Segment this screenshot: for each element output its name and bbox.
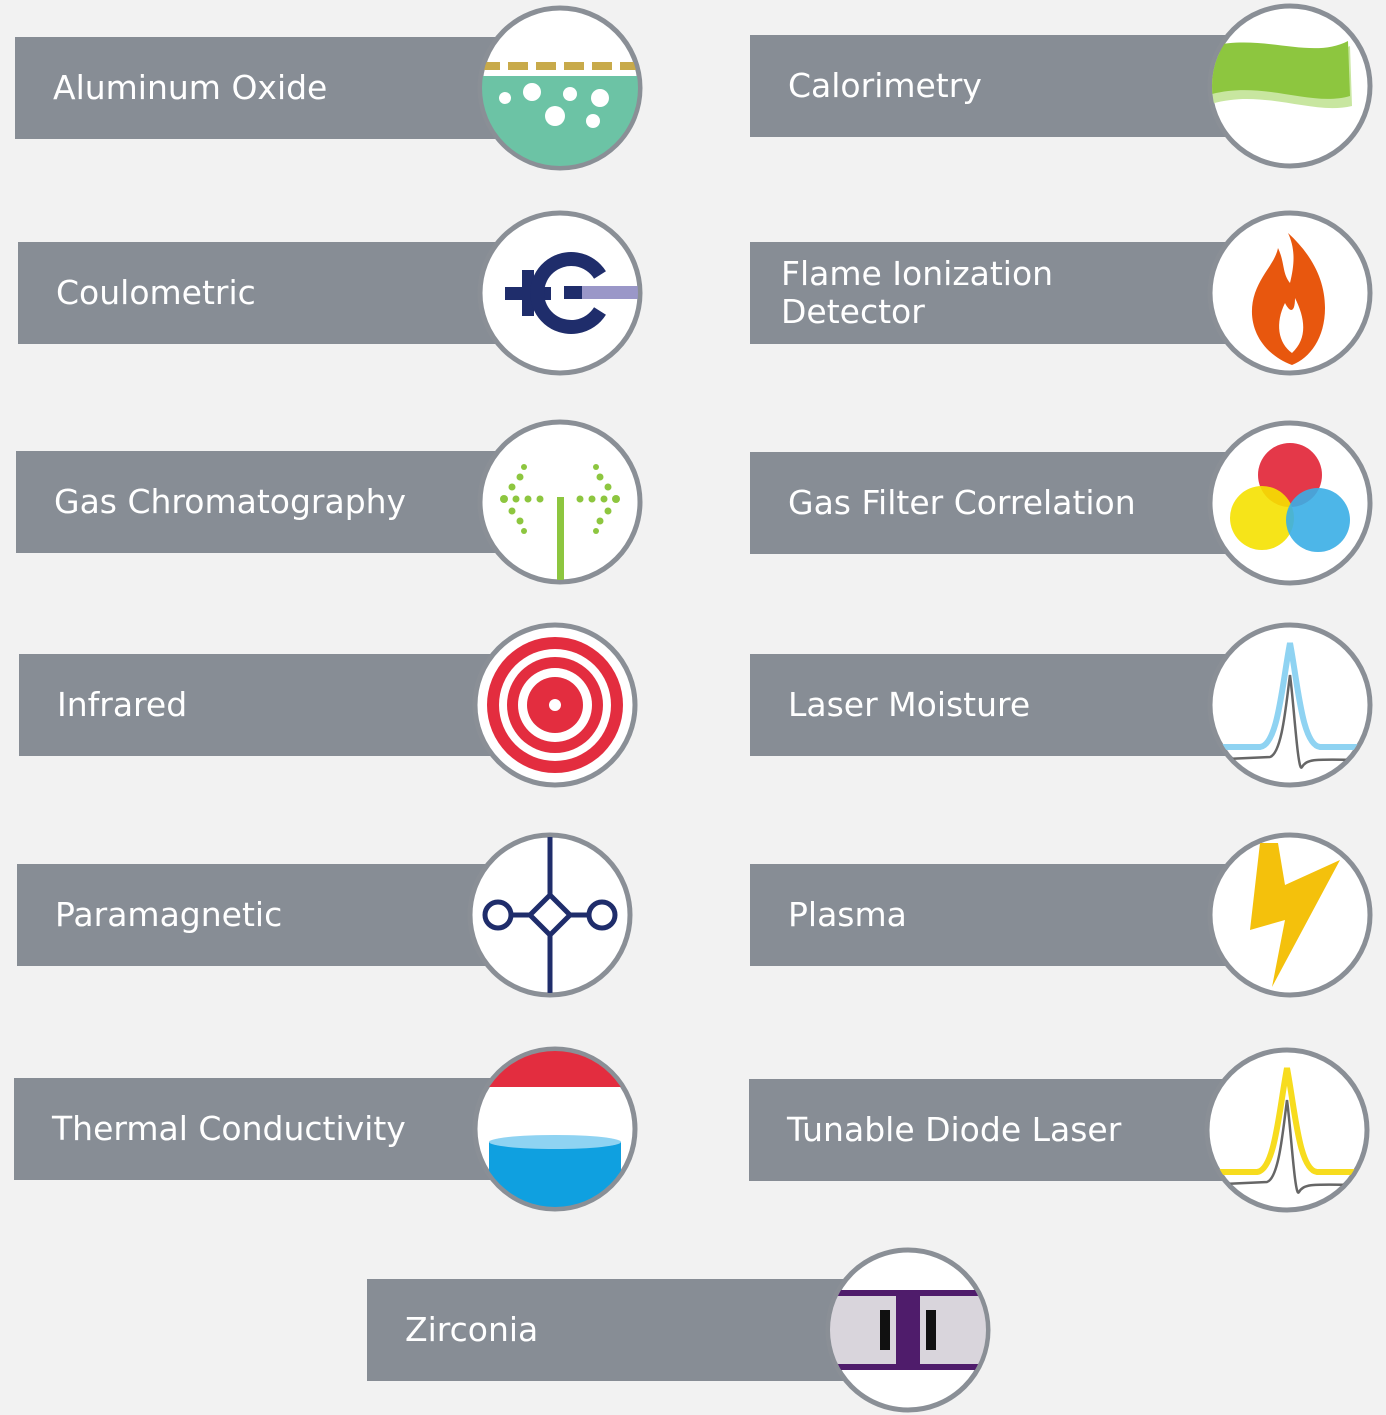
bar [15, 37, 560, 139]
laser-moisture-button[interactable]: Laser Moisture [750, 622, 1373, 788]
label: Zirconia [405, 1310, 539, 1349]
bar [16, 451, 560, 553]
icon [472, 622, 638, 788]
icon [1207, 3, 1373, 169]
zirconia-button[interactable]: Zirconia [367, 1247, 991, 1413]
bar [367, 1279, 908, 1381]
label: Paramagnetic [55, 895, 283, 934]
icon [1207, 832, 1373, 998]
icon [477, 5, 643, 171]
label: Gas Filter Correlation [788, 483, 1136, 522]
plasma-button[interactable]: Plasma [750, 832, 1373, 998]
tunable-diode-laser-button[interactable]: Tunable Diode Laser [749, 1047, 1370, 1213]
bar [17, 864, 550, 966]
icon [1207, 210, 1373, 376]
calorimetry-button[interactable]: Calorimetry [750, 3, 1373, 169]
label: Aluminum Oxide [53, 68, 328, 107]
gas-chromatography-button[interactable]: Gas Chromatography [16, 419, 643, 585]
icon [477, 210, 643, 376]
bar [750, 242, 1290, 344]
flame-ionization-button[interactable]: Flame Ionization Detector [750, 210, 1373, 376]
label: Infrared [57, 685, 188, 724]
bar [19, 654, 555, 756]
label: Calorimetry [788, 66, 982, 105]
gas-filter-correlation-button[interactable]: Gas Filter Correlation [750, 420, 1373, 586]
label: Plasma [788, 895, 907, 934]
icon [1207, 622, 1373, 788]
label: Gas Chromatography [54, 482, 407, 521]
bar [18, 242, 560, 344]
label: Laser Moisture [788, 685, 1031, 724]
bar [750, 452, 1290, 554]
icon [477, 419, 643, 585]
label: Flame Ionization Detector [781, 254, 1054, 331]
bar [750, 35, 1290, 137]
coulometric-button[interactable]: Coulometric [18, 210, 643, 376]
icon [1207, 420, 1373, 586]
bar [14, 1078, 555, 1180]
thermal-conductivity-button[interactable]: Thermal Conductivity [14, 1046, 638, 1212]
icon [825, 1247, 991, 1413]
bar [750, 654, 1290, 756]
infrared-button[interactable]: Infrared [19, 622, 638, 788]
icon [472, 1046, 638, 1212]
label: Tunable Diode Laser [787, 1110, 1122, 1149]
label: Coulometric [56, 273, 256, 312]
label: Thermal Conductivity [52, 1109, 406, 1148]
paramagnetic-button[interactable]: Paramagnetic [17, 832, 633, 998]
bar [749, 1079, 1287, 1181]
icon [1204, 1047, 1370, 1213]
bar [750, 864, 1290, 966]
aluminum-oxide-button[interactable]: Aluminum Oxide [15, 5, 643, 171]
icon [467, 832, 633, 998]
